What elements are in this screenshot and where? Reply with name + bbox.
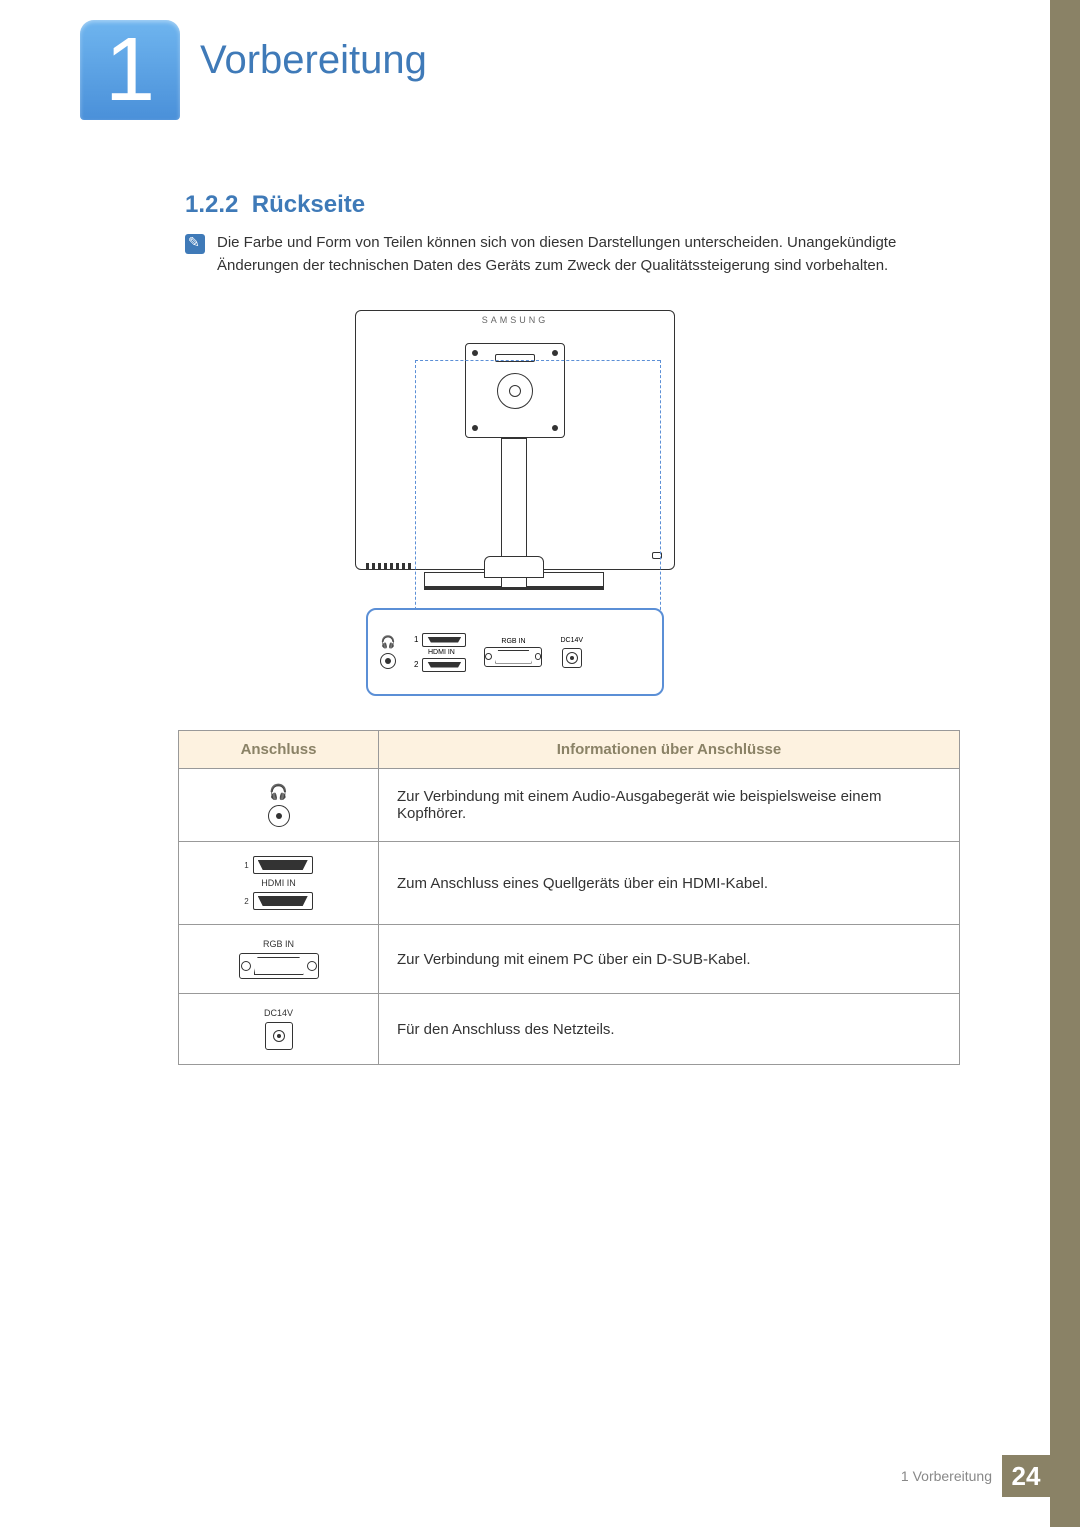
callout-line (415, 360, 660, 361)
hdmi-label: HDMI IN (261, 878, 296, 888)
right-sidebar-stripe (1050, 0, 1080, 1527)
section-heading: 1.2.2 Rückseite (185, 191, 365, 219)
dc-jack-icon (562, 648, 582, 668)
col-header-info: Informationen über Anschlüsse (379, 731, 960, 769)
page-number: 24 (1002, 1455, 1050, 1497)
port-description: Zur Verbindung mit einem PC über ein D-S… (379, 925, 960, 994)
footer-chapter-label: 1 Vorbereitung (901, 1468, 992, 1484)
chapter-tab: 1 (80, 20, 180, 120)
table-header-row: Anschluss Informationen über Anschlüsse (179, 731, 960, 769)
vga-port-diagram: RGB IN (197, 939, 360, 979)
headphone-icon: 🎧 (381, 635, 396, 649)
hdmi-2-label: 2 (414, 660, 418, 669)
note-row: Die Farbe und Form von Teilen können sic… (185, 232, 960, 277)
table-row: RGB IN Zur Verbindung mit einem PC über … (179, 925, 960, 994)
vesa-mount (465, 343, 565, 438)
hdmi-port-icon (422, 658, 466, 672)
table-row: 1 HDMI IN 2 Zum Anschluss eines Quellger… (179, 842, 960, 925)
dc-label: DC14V (264, 1008, 293, 1018)
kensington-lock-icon (652, 552, 664, 559)
vga-port-group: RGB IN (484, 638, 542, 667)
hdmi-port-icon (253, 892, 313, 910)
dc-port-group: DC14V (560, 637, 583, 668)
rgb-label: RGB IN (501, 638, 525, 645)
pencil-note-icon (185, 234, 205, 254)
port-description: Für den Anschluss des Netzteils. (379, 994, 960, 1065)
table-row: 🎧 Zur Verbindung mit einem Audio-Ausgabe… (179, 769, 960, 842)
vga-port-icon (484, 647, 542, 667)
headphone-port-diagram: 🎧 (197, 783, 360, 827)
hdmi-1-label: 1 (414, 635, 418, 644)
hdmi-label: HDMI IN (428, 649, 455, 656)
headphone-port: 🎧 (380, 635, 396, 669)
page-title: Vorbereitung (200, 38, 427, 83)
note-text: Die Farbe und Form von Teilen können sic… (217, 232, 960, 277)
hdmi-ports: 1 HDMI IN 2 (414, 633, 466, 672)
page-footer: 1 Vorbereitung 24 (901, 1455, 1050, 1497)
hdmi-port-icon (253, 856, 313, 874)
port-description: Zur Verbindung mit einem Audio-Ausgabege… (379, 769, 960, 842)
ports-table: Anschluss Informationen über Anschlüsse … (178, 730, 960, 1065)
table-row: DC14V Für den Anschluss des Netzteils. (179, 994, 960, 1065)
dc-port-diagram: DC14V (197, 1008, 360, 1050)
dc-jack-icon (265, 1022, 293, 1050)
section-title: Rückseite (252, 191, 365, 218)
col-header-port: Anschluss (179, 731, 379, 769)
audio-jack-icon (380, 653, 396, 669)
chapter-number: 1 (105, 25, 155, 115)
vga-port-icon (239, 953, 319, 979)
brand-label: SAMSUNG (482, 315, 549, 325)
callout-line (415, 360, 416, 630)
dc-label: DC14V (560, 637, 583, 644)
vent-slots (366, 563, 411, 569)
audio-jack-icon (268, 805, 290, 827)
headphone-icon: 🎧 (269, 783, 288, 801)
stand-hinge (484, 556, 544, 578)
ports-panel: 🎧 1 HDMI IN 2 RGB IN DC14V (366, 608, 664, 696)
rgb-label: RGB IN (263, 939, 294, 949)
hdmi-port-diagram: 1 HDMI IN 2 (197, 856, 360, 910)
port-description: Zum Anschluss eines Quellgeräts über ein… (379, 842, 960, 925)
callout-line (660, 360, 661, 630)
hdmi-port-icon (422, 633, 466, 647)
section-number: 1.2.2 (185, 191, 238, 218)
